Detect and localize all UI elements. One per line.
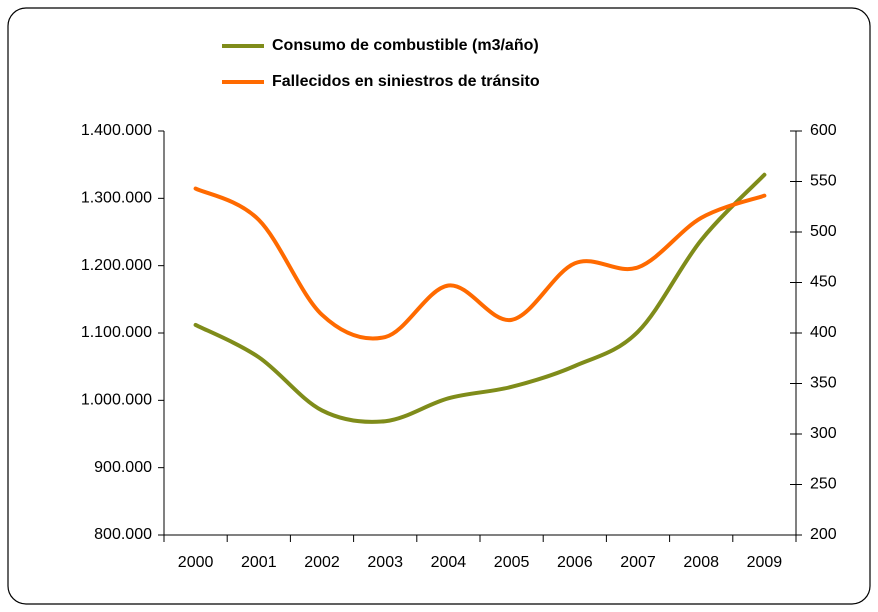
y2-tick-label: 300 xyxy=(810,425,837,442)
x-tick-label: 2001 xyxy=(241,554,277,571)
series-line xyxy=(193,172,767,424)
x-tick-label: 2007 xyxy=(620,554,656,571)
x-tick-label: 2004 xyxy=(431,554,467,571)
y-tick-label: 1.100.000 xyxy=(81,324,152,341)
x-tick-label: 2002 xyxy=(304,554,340,571)
y2-tick-label: 200 xyxy=(810,526,837,543)
y-tick-label: 1.200.000 xyxy=(81,257,152,274)
x-tick-label: 2005 xyxy=(494,554,530,571)
y2-tick-label: 500 xyxy=(810,223,837,240)
x-tick-label: 2003 xyxy=(367,554,403,571)
y-tick-label: 800.000 xyxy=(94,526,152,543)
y2-tick-label: 400 xyxy=(810,324,837,341)
y2-tick-label: 250 xyxy=(810,476,837,493)
chart-frame xyxy=(7,7,871,605)
y2-tick-label: 550 xyxy=(810,173,837,190)
x-tick-label: 2008 xyxy=(683,554,719,571)
y-tick-label: 1.000.000 xyxy=(81,392,152,409)
series-line xyxy=(193,186,767,341)
x-tick-label: 2006 xyxy=(557,554,593,571)
y-tick-label: 1.400.000 xyxy=(81,122,152,139)
x-tick-label: 2000 xyxy=(178,554,214,571)
x-tick-label: 2009 xyxy=(747,554,783,571)
y2-tick-label: 450 xyxy=(810,274,837,291)
y-tick-label: 900.000 xyxy=(94,459,152,476)
y2-tick-label: 350 xyxy=(810,375,837,392)
legend-label: Fallecidos en siniestros de tránsito xyxy=(272,73,540,90)
legend-label: Consumo de combustible (m3/año) xyxy=(272,37,539,54)
y-tick-label: 1.300.000 xyxy=(81,190,152,207)
y2-tick-label: 600 xyxy=(810,122,837,139)
